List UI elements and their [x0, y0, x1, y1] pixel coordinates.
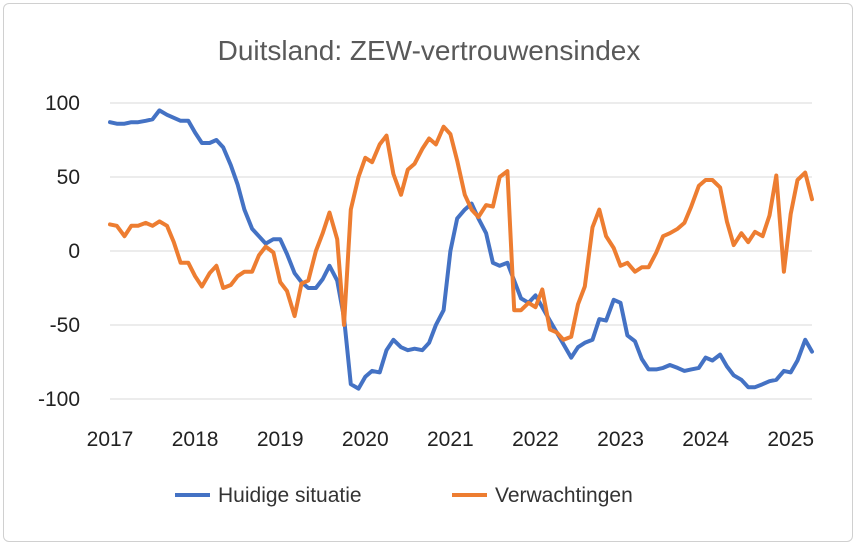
series-lines [108, 108, 814, 391]
x-tick-label: 2017 [87, 428, 134, 451]
gridlines [110, 102, 812, 400]
x-tick-label: 2024 [682, 428, 729, 451]
series-line-verwachtingen [108, 124, 814, 342]
x-axis-tick-labels: 2017 2018 2019 2020 2021 2022 2023 2024 2025 [87, 428, 814, 451]
x-tick-label: 2022 [512, 428, 559, 451]
legend: Huidige situatie Verwachtingen [175, 484, 633, 507]
legend-label-huidige-situatie: Huidige situatie [218, 484, 362, 507]
y-tick-label: 0 [68, 240, 80, 263]
series-line-huidige-situatie [108, 108, 814, 391]
x-tick-label: 2025 [767, 428, 814, 451]
x-tick-label: 2023 [597, 428, 644, 451]
y-tick-label: -100 [38, 388, 80, 411]
y-tick-label: -50 [50, 314, 80, 337]
legend-label-verwachtingen: Verwachtingen [495, 484, 633, 507]
chart-title: Duitsland: ZEW-vertrouwensindex [218, 35, 641, 66]
x-tick-label: 2020 [342, 428, 389, 451]
x-tick-label: 2019 [257, 428, 304, 451]
x-tick-label: 2021 [427, 428, 474, 451]
y-axis-tick-labels: 100 50 0 -50 -100 [38, 92, 80, 411]
y-tick-label: 100 [45, 92, 80, 115]
chart-frame [3, 3, 853, 542]
y-tick-label: 50 [57, 166, 80, 189]
x-tick-label: 2018 [172, 428, 219, 451]
